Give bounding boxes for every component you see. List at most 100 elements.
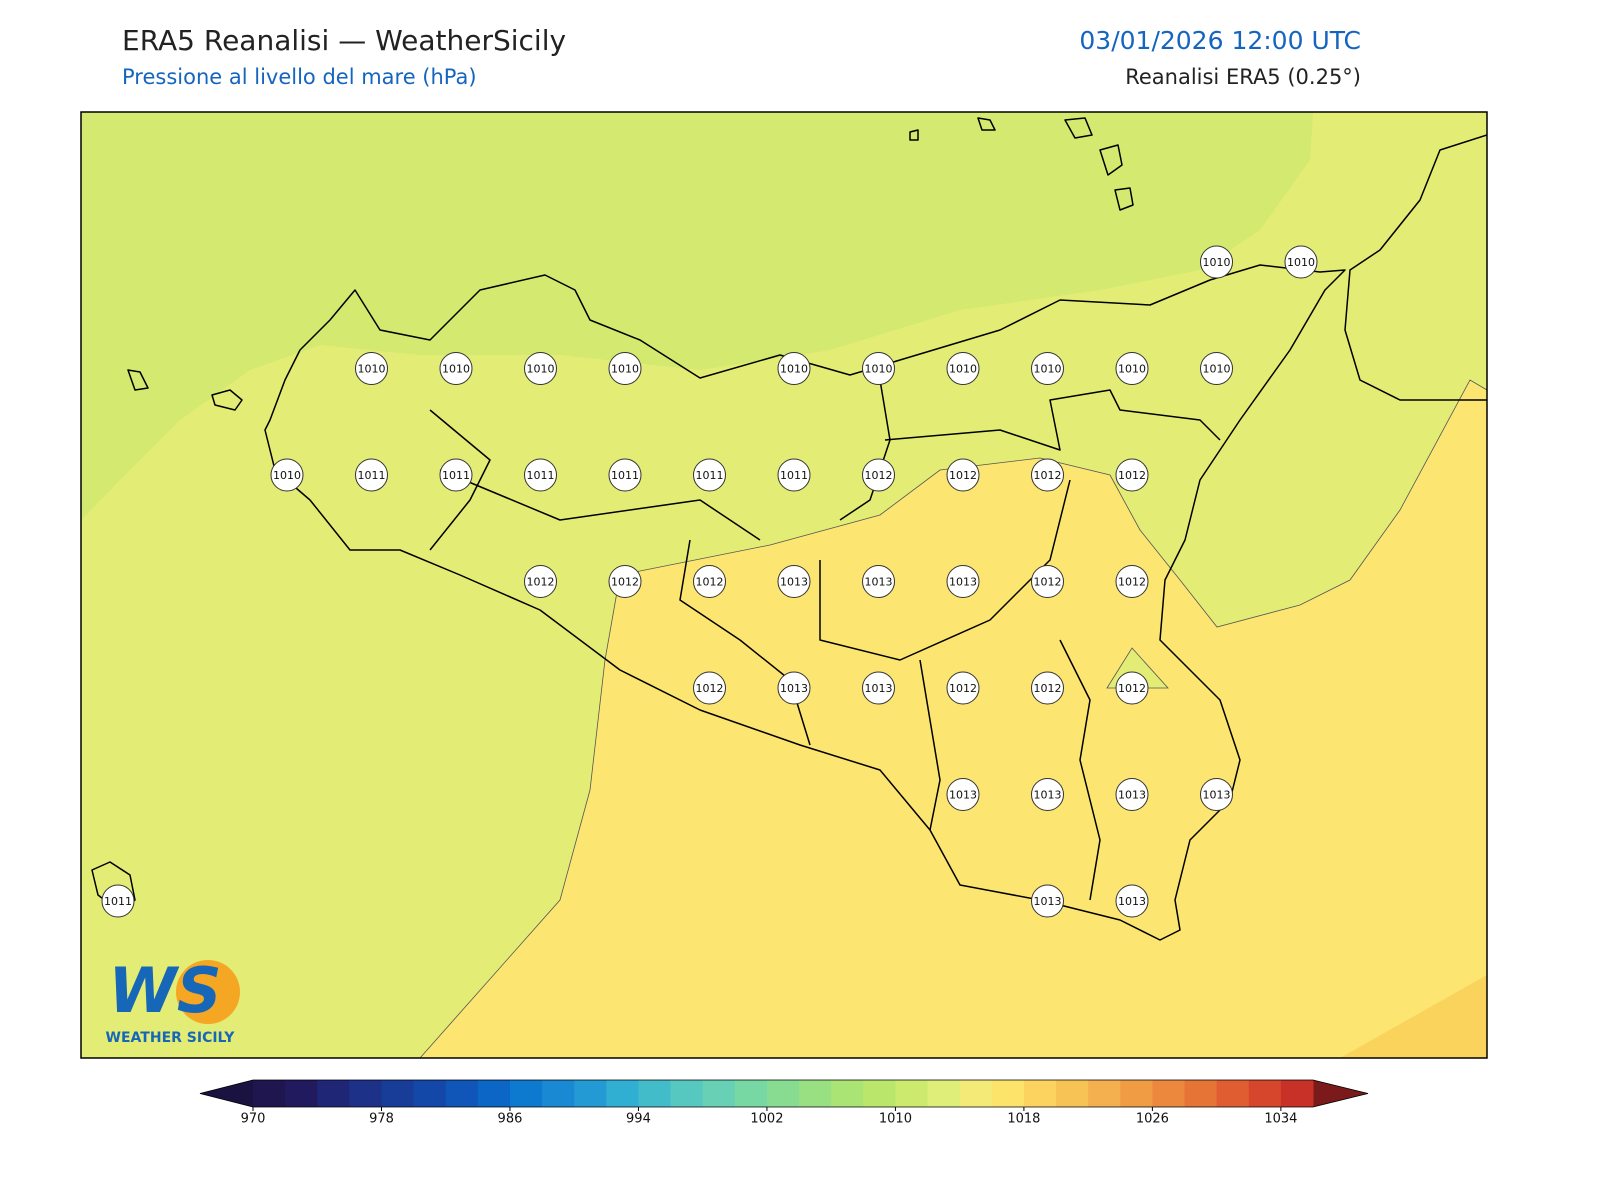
colorbar-band [831,1080,864,1107]
island [977,117,996,131]
station-marker [777,458,811,492]
station-value: 1013 [1118,789,1146,802]
colorbar-under [200,1080,253,1107]
station-marker [1200,245,1233,279]
station-marker [524,352,557,385]
island [1099,144,1123,176]
station-value: 1011 [358,469,386,482]
station-value: 1011 [442,469,470,482]
station-value: 1012 [696,576,724,589]
station-marker [1284,245,1318,279]
colorbar-band [734,1080,768,1107]
station-value: 1010 [611,363,639,376]
station-marker [1115,671,1149,705]
station-marker [101,884,135,918]
station-marker [355,458,388,492]
colorbar-band [381,1080,415,1107]
station-value: 1011 [780,469,808,482]
colorbar-tick-label: 978 [369,1112,394,1127]
station-marker [524,565,557,598]
logo-sun [176,960,240,1024]
station-marker [1031,458,1064,492]
colorbar-band [863,1080,896,1107]
station-marker [524,458,557,492]
colorbar-band [509,1080,543,1107]
colorbar-tick-label: 1026 [1136,1112,1169,1127]
station-value: 1012 [949,682,977,695]
station-value: 1010 [527,363,555,376]
station-value: 1013 [865,576,893,589]
island [91,861,136,913]
station-value: 1010 [358,363,386,376]
station-marker [693,671,726,705]
colorbar-tick-label: 1010 [879,1112,912,1127]
station-value: 1010 [1203,256,1231,269]
field [1340,975,1487,1058]
station-value: 1010 [949,363,977,376]
colorbar-tick-label: 1018 [1007,1112,1040,1127]
station-marker [1031,565,1064,598]
colorbar-band [799,1080,832,1107]
colorbar-tick-label: 1034 [1264,1112,1297,1127]
colorbar-band [1152,1080,1186,1107]
station-value: 1011 [104,895,132,908]
colorbar-over [1313,1080,1368,1107]
station-marker [946,671,980,705]
island [211,389,243,411]
station-value: 1010 [865,363,893,376]
station-value: 1012 [611,576,639,589]
map: 1010 1010 1010 1010 1010 1010 1010 1010 1010 1010… [81,112,1487,1058]
station-value: 1010 [1034,363,1062,376]
island [1064,117,1093,139]
station-value: 1010 [780,363,808,376]
station-marker [693,565,726,598]
station-value: 1012 [1118,576,1146,589]
station-value: 1012 [1118,682,1146,695]
datetime: 03/01/2026 12:00 UTC [1079,26,1361,55]
station-marker [1115,884,1149,918]
station-marker [1115,565,1149,598]
station-marker [1200,352,1233,385]
colorbar-band [285,1080,318,1107]
station-value: 1013 [1203,789,1231,802]
colorbar-band [606,1080,639,1107]
field [419,379,1487,1058]
colorbar-band [927,1080,961,1107]
station-value: 1011 [696,469,724,482]
colorbar-band [1184,1080,1218,1107]
station-value: 1012 [527,576,555,589]
colorbar-band [349,1080,382,1107]
island [127,369,149,391]
station-marker [439,458,473,492]
logo: WS WEATHER SICILY [106,954,240,1046]
station-value: 1013 [780,576,808,589]
station-marker [862,565,895,598]
station-value: 1010 [442,363,470,376]
station-value: 1010 [1287,256,1315,269]
colorbar-band [670,1080,704,1107]
station-marker [1115,352,1149,385]
station-value: 1010 [1203,363,1231,376]
colorbar-band [1280,1080,1314,1107]
station-value: 1012 [1034,682,1062,695]
colorbar: 970 978 986 994 1002 1010 1018 1026 1034 [199,1079,1369,1127]
colorbar-band [895,1080,929,1107]
station-value: 1012 [865,469,893,482]
colorbar-tick-label: 986 [498,1112,523,1127]
island [1114,187,1134,211]
stations: 1010 1010 1010 1010 1010 1010 1010 1010 1010 1010… [101,245,1318,918]
station-marker [439,352,473,385]
title: ERA5 Reanalisi — WeatherSicily [122,24,566,57]
colorbar-band [1023,1080,1057,1107]
station-marker [862,458,895,492]
station-value: 1013 [1118,895,1146,908]
colorbar-band [766,1080,800,1107]
station-marker [608,458,642,492]
station-value: 1011 [527,469,555,482]
subtitle: Pressione al livello del mare (hPa) [122,65,477,89]
station-marker [777,565,811,598]
colorbar-band [574,1080,607,1107]
station-value: 1013 [1034,895,1062,908]
station-marker [608,565,642,598]
